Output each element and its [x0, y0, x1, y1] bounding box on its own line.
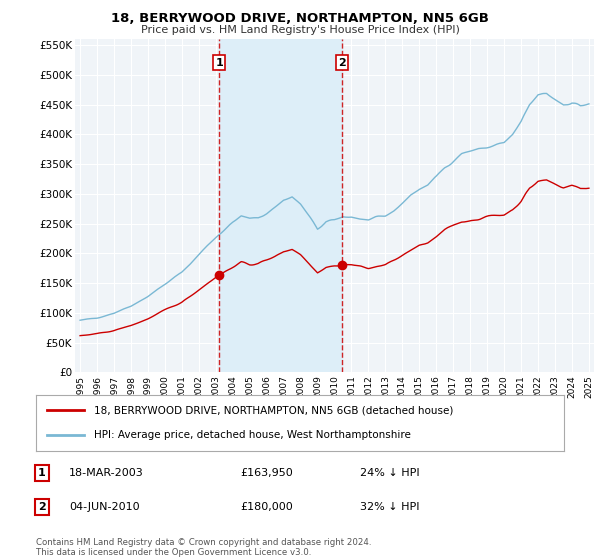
- Text: 2: 2: [338, 58, 346, 68]
- Text: 24% ↓ HPI: 24% ↓ HPI: [360, 468, 419, 478]
- Bar: [220, 39, 341, 372]
- Text: Contains HM Land Registry data © Crown copyright and database right 2024.
This d: Contains HM Land Registry data © Crown c…: [36, 538, 371, 557]
- Text: £163,950: £163,950: [240, 468, 293, 478]
- Text: 18, BERRYWOOD DRIVE, NORTHAMPTON, NN5 6GB (detached house): 18, BERRYWOOD DRIVE, NORTHAMPTON, NN5 6G…: [94, 405, 454, 416]
- Text: 1: 1: [215, 58, 223, 68]
- Text: 18, BERRYWOOD DRIVE, NORTHAMPTON, NN5 6GB: 18, BERRYWOOD DRIVE, NORTHAMPTON, NN5 6G…: [111, 12, 489, 25]
- Text: 2: 2: [38, 502, 46, 512]
- Text: £180,000: £180,000: [240, 502, 293, 512]
- Text: HPI: Average price, detached house, West Northamptonshire: HPI: Average price, detached house, West…: [94, 430, 411, 440]
- Text: Price paid vs. HM Land Registry's House Price Index (HPI): Price paid vs. HM Land Registry's House …: [140, 25, 460, 35]
- Text: 04-JUN-2010: 04-JUN-2010: [69, 502, 140, 512]
- Text: 1: 1: [38, 468, 46, 478]
- Text: 32% ↓ HPI: 32% ↓ HPI: [360, 502, 419, 512]
- Text: 18-MAR-2003: 18-MAR-2003: [69, 468, 144, 478]
